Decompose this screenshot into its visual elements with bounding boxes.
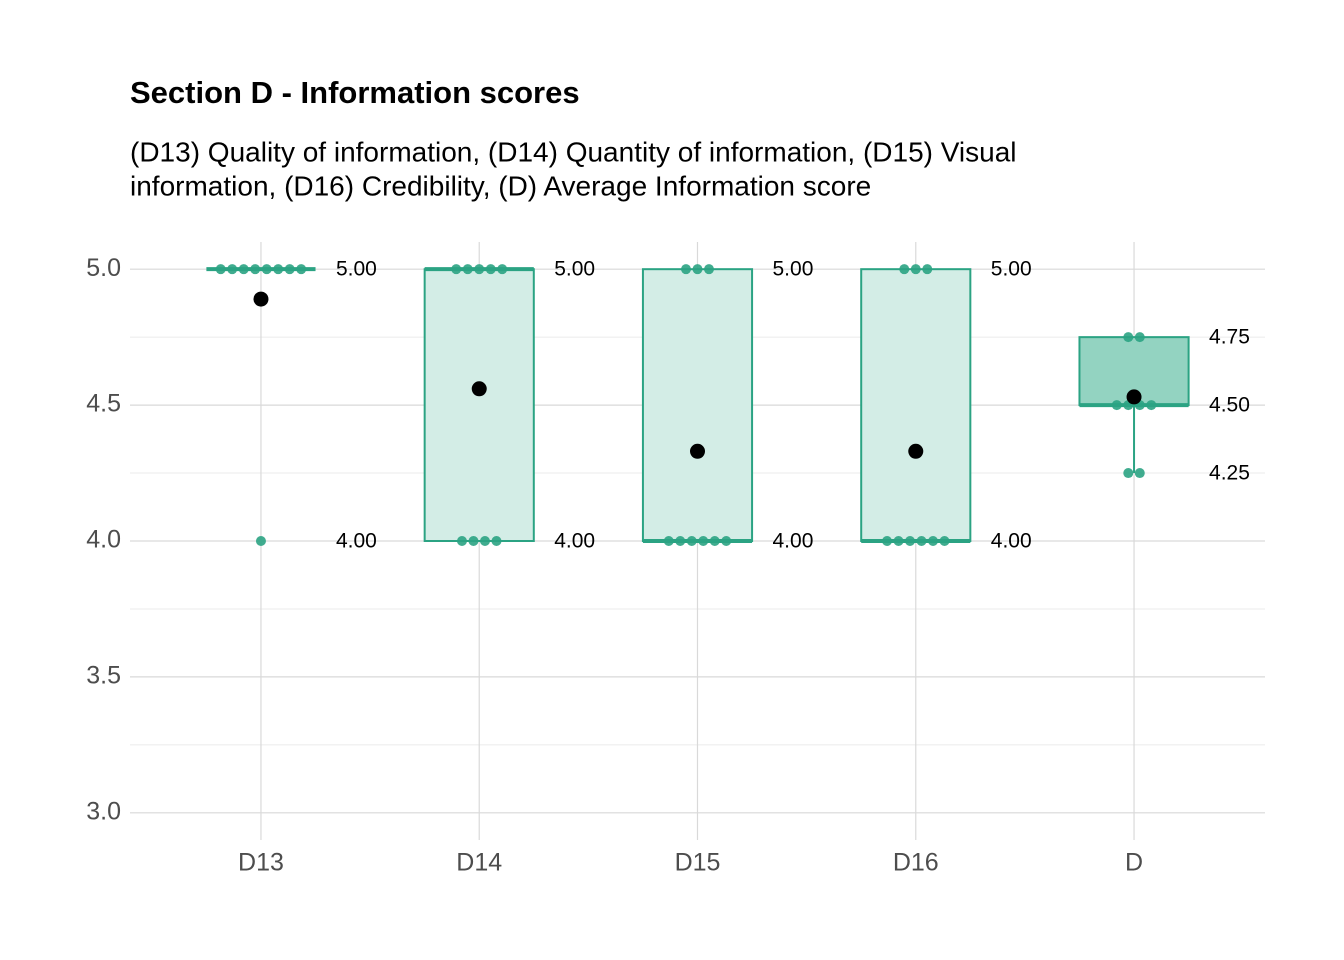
data-point	[215, 264, 226, 275]
mean-point	[1126, 389, 1142, 405]
data-point	[485, 264, 496, 275]
value-label: 5.00	[773, 258, 814, 281]
data-point	[704, 264, 714, 275]
chart-title: Section D - Information scores	[130, 75, 580, 110]
data-point	[905, 536, 916, 546]
data-point	[456, 536, 467, 546]
value-label: 4.00	[336, 530, 377, 553]
data-point	[910, 264, 921, 275]
y-tick-label: 3.0	[86, 797, 121, 825]
box	[423, 268, 535, 542]
data-point	[1123, 468, 1134, 479]
data-point	[250, 264, 261, 275]
value-label: 5.00	[991, 258, 1032, 281]
data-point	[474, 264, 485, 275]
data-point	[261, 264, 272, 275]
data-point	[1134, 332, 1145, 343]
data-point	[479, 536, 490, 546]
data-point	[255, 536, 266, 546]
data-point	[1146, 400, 1157, 411]
data-point	[1111, 400, 1122, 411]
data-point	[882, 536, 893, 546]
mean-point	[253, 291, 269, 307]
data-point	[681, 264, 691, 275]
data-point	[491, 536, 502, 546]
data-point	[698, 536, 709, 546]
data-point	[462, 264, 473, 275]
chart-subtitle: information, (D16) Credibility, (D) Aver…	[130, 170, 871, 201]
value-label: 4.00	[991, 530, 1032, 553]
value-label: 5.00	[336, 258, 377, 281]
data-point	[273, 264, 284, 275]
value-label: 4.00	[554, 530, 595, 553]
mean-point	[471, 381, 487, 397]
box	[641, 268, 754, 542]
data-point	[497, 264, 508, 275]
value-label: 4.25	[1209, 462, 1250, 485]
data-point	[721, 536, 732, 546]
data-point	[939, 536, 950, 546]
data-point	[899, 264, 910, 275]
data-point	[1123, 332, 1134, 343]
x-tick-label: D14	[456, 849, 502, 877]
y-tick-label: 4.0	[86, 526, 121, 554]
x-tick-label: D13	[238, 849, 284, 877]
data-point	[928, 536, 939, 546]
data-point	[686, 536, 697, 546]
data-point	[675, 536, 686, 546]
data-point	[227, 264, 238, 275]
data-point	[692, 264, 703, 275]
data-point	[468, 536, 479, 546]
y-tick-label: 3.5	[86, 662, 121, 690]
data-point	[709, 536, 720, 546]
data-point	[296, 264, 307, 275]
x-tick-label: D15	[675, 849, 721, 877]
value-label: 4.75	[1209, 326, 1250, 349]
y-tick-label: 5.0	[86, 254, 121, 282]
x-tick-label: D	[1125, 849, 1143, 877]
data-point	[922, 264, 933, 275]
data-point	[663, 536, 674, 546]
mean-point	[690, 443, 705, 459]
value-label: 4.50	[1209, 394, 1250, 417]
data-point	[1134, 468, 1145, 479]
chart-subtitle: (D13) Quality of information, (D14) Quan…	[130, 136, 1017, 167]
mean-point	[908, 443, 924, 459]
y-tick-label: 4.5	[86, 390, 121, 418]
data-point	[238, 264, 249, 275]
box	[860, 268, 972, 542]
value-label: 4.00	[773, 530, 814, 553]
data-point	[916, 536, 927, 546]
value-label: 5.00	[554, 258, 595, 281]
x-tick-label: D16	[893, 849, 939, 877]
data-point	[284, 264, 295, 275]
data-point	[451, 264, 462, 275]
data-point	[893, 536, 904, 546]
